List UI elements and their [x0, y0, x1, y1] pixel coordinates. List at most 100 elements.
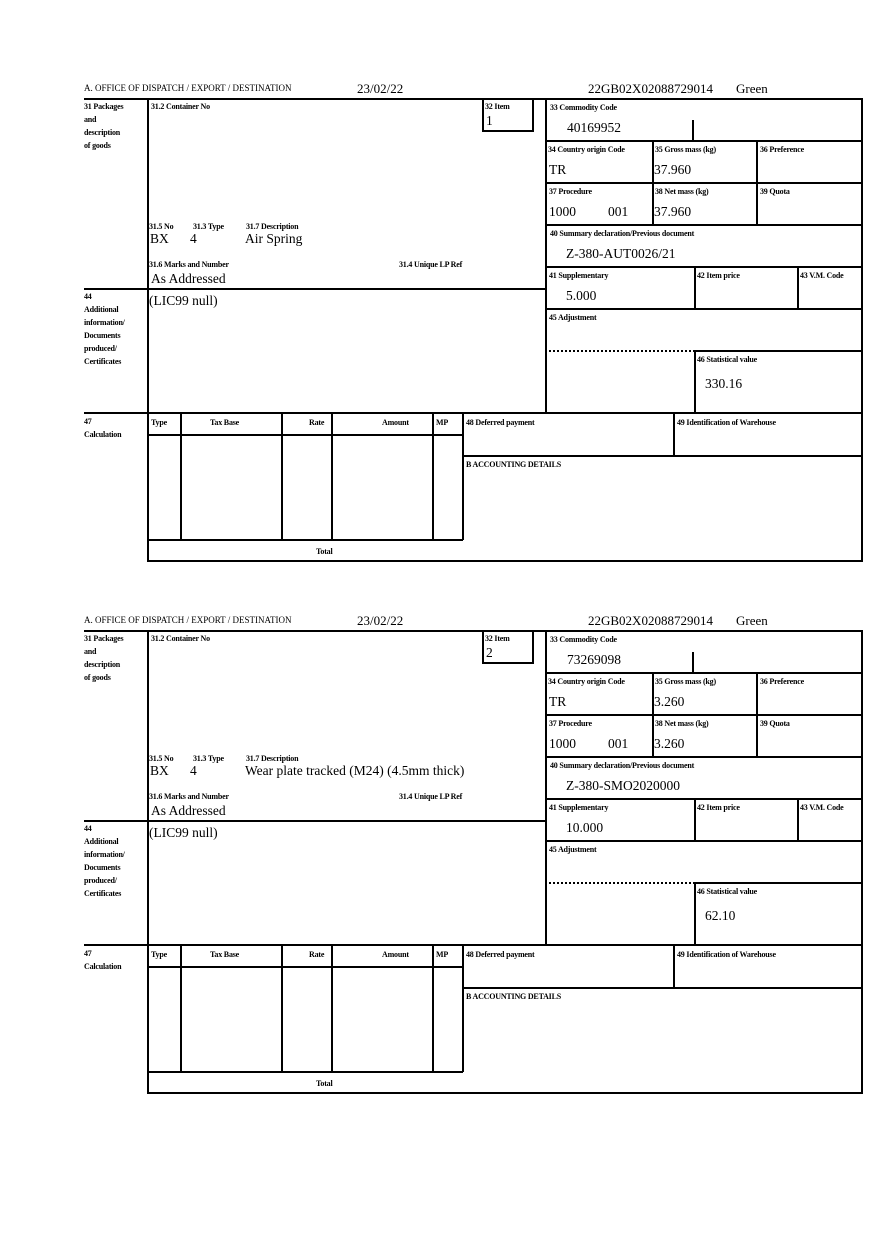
rule-line: [694, 882, 862, 884]
net-mass-value: 3.260: [654, 736, 685, 751]
rule-line: [756, 140, 758, 224]
type-label: 31.3 Type: [193, 222, 224, 231]
calc-column-header: Amount: [382, 950, 409, 959]
accounting-details-label: B ACCOUNTING DETAILS: [466, 460, 561, 469]
commodity-code-label: 33 Commodity Code: [550, 103, 617, 112]
calc-column-header: MP: [436, 950, 449, 959]
country-origin-label: 34 Country origin Code: [548, 145, 625, 154]
rule-line: [545, 798, 862, 800]
rule-line: [545, 882, 695, 884]
packages-label: 31 Packages: [84, 102, 124, 111]
supplementary-label: 41 Supplementary: [549, 803, 609, 812]
net-mass-label: 38 Net mass (kg): [655, 187, 709, 196]
procedure-extension: 001: [608, 204, 629, 219]
commodity-code-value: 40169952: [567, 120, 621, 135]
package-kind: BX: [150, 231, 169, 246]
rule-line: [861, 98, 863, 562]
procedure-value: 1000: [549, 204, 576, 219]
unique-ref-label: 31.4 Unique LP Ref: [399, 792, 463, 801]
commodity-code-value: 73269098: [567, 652, 621, 667]
rule-line: [694, 882, 696, 944]
additional-info-value: (LIC99 null): [149, 825, 218, 840]
rule-line: [331, 412, 333, 540]
vm-code-label: 43 V.M. Code: [800, 271, 844, 280]
total-label: Total: [316, 547, 333, 556]
packages-label: description: [84, 128, 121, 137]
rule-line: [694, 798, 696, 842]
declaration-item-block: A. OFFICE OF DISPATCH / EXPORT / DESTINA…: [0, 81, 882, 562]
container-no-label: 31.2 Container No: [151, 634, 210, 643]
rule-line: [545, 224, 862, 226]
office-of-dispatch-label: A. OFFICE OF DISPATCH / EXPORT / DESTINA…: [84, 83, 292, 93]
description-label: 31.7 Description: [246, 222, 299, 231]
calc-column-header: Rate: [309, 950, 325, 959]
statistical-value: 330.16: [705, 376, 743, 391]
deferred-payment-label: 48 Deferred payment: [466, 950, 535, 959]
summary-declaration-value: Z-380-SMO2020000: [566, 778, 680, 793]
rule-line: [147, 434, 463, 436]
additional-info-label: Documents: [84, 863, 121, 872]
rule-line: [84, 412, 863, 414]
no-label: 31.5 No: [149, 754, 174, 763]
rule-line: [463, 987, 862, 989]
item-price-label: 42 Item price: [697, 271, 740, 280]
calc-column-header: Type: [151, 950, 167, 959]
rule-line: [331, 944, 333, 1072]
additional-info-label: information/: [84, 318, 125, 327]
packages-label: description: [84, 660, 121, 669]
rule-line: [482, 630, 484, 663]
rule-line: [545, 266, 862, 268]
calc-column-header: Type: [151, 418, 167, 427]
rule-line: [652, 672, 654, 756]
package-count: 4: [190, 231, 197, 246]
rule-line: [673, 944, 675, 988]
supplementary-value: 5.000: [566, 288, 597, 303]
supplementary-value: 10.000: [566, 820, 604, 835]
calc-column-header: Rate: [309, 418, 325, 427]
commodity-code-label: 33 Commodity Code: [550, 635, 617, 644]
rule-line: [545, 350, 547, 412]
item-label: 32 Item: [485, 102, 510, 111]
preference-label: 36 Preference: [760, 145, 804, 154]
rule-line: [147, 539, 463, 541]
rule-line: [432, 412, 434, 540]
calc-column-header: Tax Base: [210, 950, 240, 959]
rule-line: [84, 944, 863, 946]
rule-line: [147, 98, 149, 562]
total-label: Total: [316, 1079, 333, 1088]
calc-column-header: Tax Base: [210, 418, 240, 427]
summary-declaration-value: Z-380-AUT0026/21: [566, 246, 676, 261]
rule-line: [545, 756, 862, 758]
item-number: 2: [486, 645, 493, 660]
rule-line: [545, 630, 547, 946]
rule-line: [545, 350, 695, 352]
summary-declaration-label: 40 Summary declaration/Previous document: [550, 761, 695, 770]
item-number: 1: [486, 113, 493, 128]
item-price-label: 42 Item price: [697, 803, 740, 812]
rule-line: [482, 98, 484, 131]
procedure-value: 1000: [549, 736, 576, 751]
declaration-date: 23/02/22: [357, 613, 404, 628]
route-colour: Green: [736, 81, 768, 96]
packages-label: of goods: [84, 141, 111, 150]
accounting-details-label: B ACCOUNTING DETAILS: [466, 992, 561, 1001]
statistical-value: 62.10: [705, 908, 736, 923]
calc-column-header: MP: [436, 418, 449, 427]
gross-mass-value: 3.260: [654, 694, 685, 709]
gross-mass-label: 35 Gross mass (kg): [655, 145, 716, 154]
rule-line: [281, 412, 283, 540]
calculation-label: 47: [84, 949, 92, 958]
rule-line: [147, 966, 463, 968]
rule-line: [147, 630, 149, 1094]
marks-value: As Addressed: [151, 271, 226, 286]
rule-line: [84, 820, 547, 822]
rule-line: [797, 798, 799, 842]
procedure-extension: 001: [608, 736, 629, 751]
country-origin-value: TR: [549, 694, 567, 709]
package-count: 4: [190, 763, 197, 778]
rule-line: [756, 672, 758, 756]
warehouse-label: 49 Identification of Warehouse: [677, 418, 776, 427]
office-of-dispatch-label: A. OFFICE OF DISPATCH / EXPORT / DESTINA…: [84, 615, 292, 625]
rule-line: [532, 98, 534, 131]
net-mass-label: 38 Net mass (kg): [655, 719, 709, 728]
